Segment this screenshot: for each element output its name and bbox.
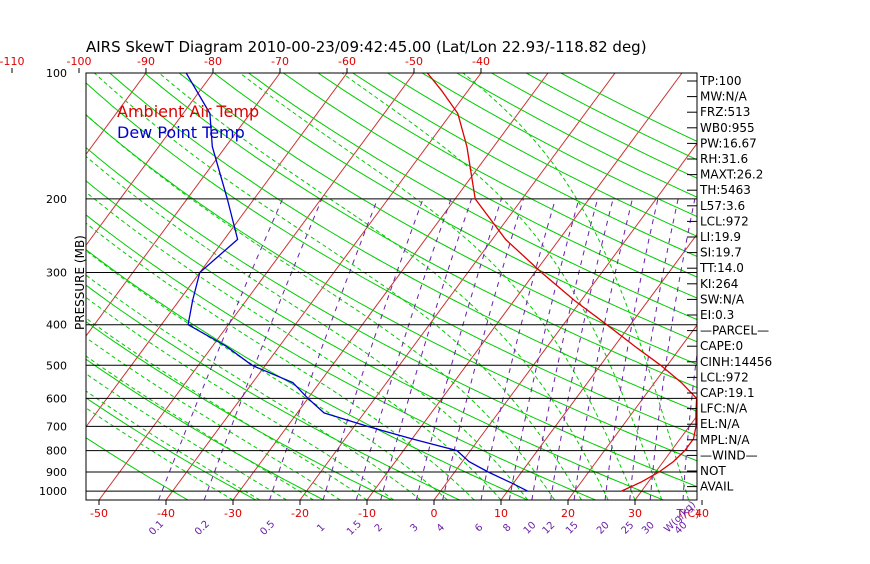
legend-entry: Ambient Air Temp	[117, 102, 259, 121]
mixing-ratio-tick-label: 2	[373, 522, 385, 534]
bottom-axis-tick-label: -30	[224, 507, 242, 520]
stats-entry: CAPE:0	[700, 339, 743, 353]
pressure-tick-label: 400	[46, 319, 67, 332]
dry-adiabat-line	[526, 73, 870, 500]
mixing-ratio-tick-label: 1.5	[345, 519, 364, 538]
dry-adiabat-line	[422, 73, 870, 500]
top-axis-tick-label: -60	[338, 55, 356, 68]
top-axis: -120-110-100-90-80-70-60-50-40	[0, 55, 490, 73]
stats-entry: RH:31.6	[700, 152, 748, 166]
dry-adiabat-line	[249, 73, 870, 500]
mixing-ratio-tick-label: 15	[564, 520, 581, 537]
mixing-ratio-tick-label: 12	[541, 520, 558, 537]
stats-entry: MPL:N/A	[700, 433, 750, 447]
mixing-ratio-tick-label: 0.5	[258, 519, 277, 538]
mixing-ratio-tick-label: 0.1	[147, 519, 166, 538]
mixing-ratio-tick-label: 20	[595, 520, 612, 537]
isotherm-line	[501, 73, 816, 500]
dry-adiabat-line	[387, 73, 870, 500]
stats-entry: LCL:972	[700, 370, 749, 384]
pressure-tick-label: 200	[46, 193, 67, 206]
legend-entry: Dew Point Temp	[117, 123, 245, 142]
dry-adiabat-line	[214, 73, 870, 500]
stats-entry: MW:N/A	[700, 90, 748, 104]
pressure-tick-label: 1000	[39, 485, 67, 498]
pressure-tick-label: 800	[46, 445, 67, 458]
mixing-ratio-tick-label: 10	[522, 520, 539, 537]
mixing-ratio-tick-label: 25	[620, 520, 637, 537]
bottom-axis-tick-label: -20	[291, 507, 309, 520]
dry-adiabat-line	[145, 73, 870, 500]
stats-entry: CINH:14456	[700, 355, 772, 369]
top-axis-tick-label: -90	[137, 55, 155, 68]
stats-entry: SW:N/A	[700, 292, 745, 306]
bottom-axis-tick-label: 0	[431, 507, 438, 520]
pressure-tick-label: 500	[46, 359, 67, 372]
stats-entry: EL:N/A	[700, 417, 740, 431]
bottom-axis-tick-label: -10	[358, 507, 376, 520]
mixing-ratio-tick-label: 6	[473, 522, 485, 534]
isotherm-line	[769, 73, 870, 500]
stats-entry: EI:0.3	[700, 308, 734, 322]
stats-entry: MAXT:26.2	[700, 168, 763, 182]
dry-adiabat-line	[457, 73, 870, 500]
stats-entry: LCL:972	[700, 214, 749, 228]
top-axis-tick-label: -80	[204, 55, 222, 68]
stats-entry: FRZ:513	[700, 105, 750, 119]
stats-entry: SI:19.7	[700, 246, 742, 260]
bottom-axis-tick-label: -40	[157, 507, 175, 520]
stats-entry: —WIND—	[700, 448, 758, 462]
stats-entry: LI:19.9	[700, 230, 741, 244]
legend: Ambient Air Temp Dew Point Temp	[117, 102, 259, 142]
top-axis-tick-label: -70	[271, 55, 289, 68]
pressure-tick-label: 600	[46, 392, 67, 405]
pressure-axis: 100 200 300 400 500 600 700 800 900 1000	[39, 67, 67, 498]
chart-title: AIRS SkewT Diagram 2010-00-23/09:42:45.0…	[86, 38, 647, 56]
dry-adiabat-line	[283, 73, 870, 500]
y-axis-label: PRESSURE (MB)	[73, 235, 87, 330]
mixing-ratio-tick-label: 4	[435, 522, 447, 534]
stats-entry: —PARCEL—	[700, 324, 769, 338]
stats-entry: L57:3.6	[700, 199, 745, 213]
pressure-tick-label: 300	[46, 267, 67, 280]
stats-entry: AVAIL	[700, 480, 734, 494]
mixing-ratio-line	[204, 199, 322, 500]
dry-adiabat-line	[0, 73, 663, 500]
mixing-ratio-tick-label: 3	[408, 522, 420, 534]
isotherm-line	[0, 73, 79, 500]
mixing-ratio-line	[356, 199, 451, 500]
mixing-ratio-tick-label: 1	[315, 522, 327, 534]
top-axis-tick-label: -50	[405, 55, 423, 68]
stats-entry: PW:16.67	[700, 136, 757, 150]
stats-entry: WB0:955	[700, 121, 755, 135]
stats-entry: TT:14.0	[699, 261, 744, 275]
stats-entry: TP:100	[699, 74, 742, 88]
mixing-ratio-line	[650, 199, 695, 500]
mixing-ratio-line	[509, 199, 579, 500]
stats-entry: CAP:19.1	[700, 386, 755, 400]
mixing-ratio-tick-label: 0.2	[193, 519, 212, 538]
stats-entry: LFC:N/A	[700, 402, 748, 416]
top-axis-tick-label: -100	[67, 55, 92, 68]
top-axis-tick-label: -40	[472, 55, 490, 68]
bottom-axis-tick-label: 30	[628, 507, 642, 520]
stats-entry: NOT	[700, 464, 726, 478]
top-axis-tick-label: -110	[0, 55, 24, 68]
stats-entry: TH:5463	[699, 183, 751, 197]
bottom-axis-tick-label: -50	[90, 507, 108, 520]
pressure-tick-label: 100	[46, 67, 67, 80]
isotherm-line	[0, 73, 12, 500]
pressure-tick-label: 700	[46, 420, 67, 433]
mixing-ratio-line	[630, 199, 678, 500]
pressure-tick-label: 900	[46, 466, 67, 479]
mixing-ratio-tick-label: 30	[640, 520, 657, 537]
bottom-axis-tick-label: 20	[561, 507, 575, 520]
stats-entry: KI:264	[700, 277, 738, 291]
mixing-ratio-tick-label: 8	[501, 522, 513, 534]
bottom-axis-tick-label: 10	[494, 507, 508, 520]
mixing-ratio-line	[323, 199, 423, 500]
